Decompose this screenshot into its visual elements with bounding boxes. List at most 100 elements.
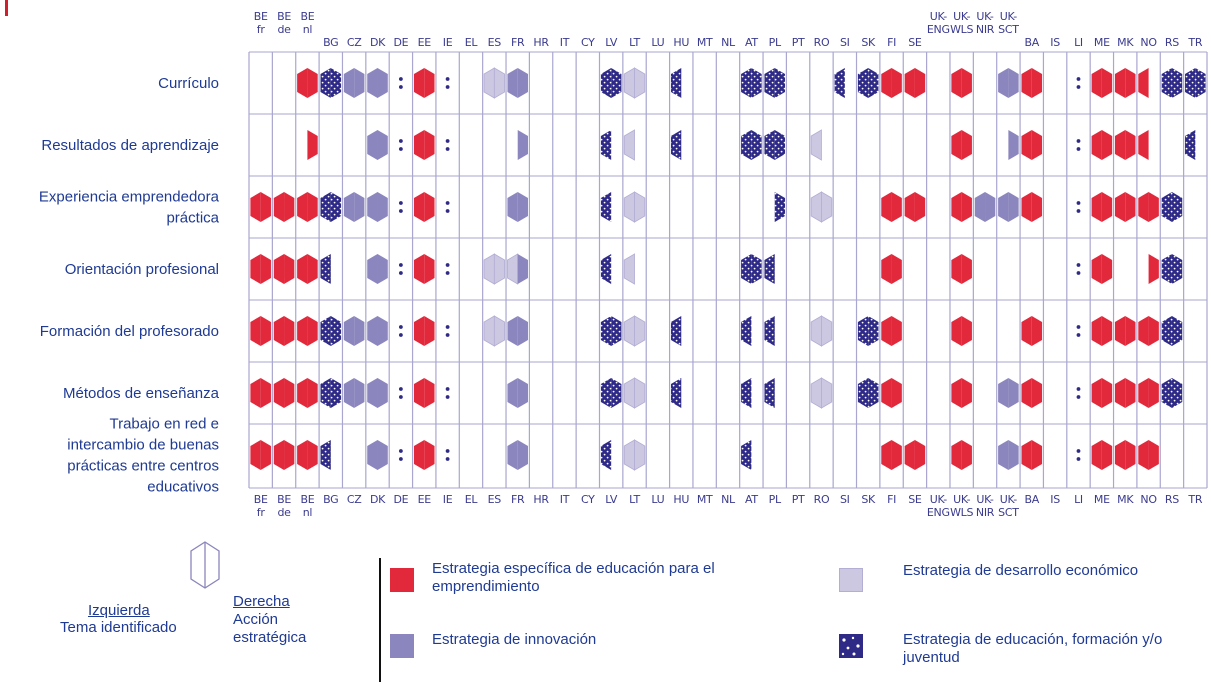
cell-mark-right bbox=[961, 68, 972, 98]
column-label-bottom: nl bbox=[303, 506, 313, 519]
not-applicable-dot bbox=[445, 333, 450, 337]
legend-divider bbox=[379, 558, 381, 682]
cell-mark-left bbox=[764, 316, 775, 346]
cell-mark-right bbox=[634, 439, 646, 471]
column-label-bottom: SE bbox=[908, 493, 922, 506]
cell-mark-left bbox=[367, 440, 378, 470]
cell-mark-right bbox=[1008, 378, 1019, 408]
cell-mark-left bbox=[810, 129, 822, 161]
cell-mark-right bbox=[307, 440, 318, 470]
column-label-top: LI bbox=[1074, 36, 1083, 49]
cell-mark-right bbox=[307, 130, 318, 160]
cell-mark-left bbox=[670, 130, 682, 160]
cell-mark-right bbox=[260, 254, 271, 284]
cell-mark-right bbox=[354, 316, 365, 346]
grid-lines bbox=[248, 51, 1208, 489]
cell-mark-right bbox=[493, 253, 506, 285]
cell-mark-right bbox=[517, 192, 528, 222]
column-label-top: DK bbox=[370, 36, 386, 49]
not-applicable-dot bbox=[445, 457, 450, 461]
cell-mark-right bbox=[307, 192, 318, 222]
not-applicable-dot bbox=[445, 147, 450, 151]
education-strategy-swatch bbox=[839, 634, 863, 658]
column-label-top: MK bbox=[1117, 36, 1134, 49]
column-label-bottom: TR bbox=[1187, 493, 1202, 506]
not-applicable-dot bbox=[398, 271, 403, 275]
column-label-bottom: MK bbox=[1117, 493, 1134, 506]
economic-strategy-swatch bbox=[839, 568, 863, 592]
column-label-bottom: BE bbox=[277, 493, 291, 506]
cell-mark-right bbox=[517, 378, 528, 408]
cell-mark-left bbox=[951, 378, 962, 408]
row-label: Trabajo en red e bbox=[109, 416, 219, 433]
cell-mark-right bbox=[493, 67, 506, 99]
cell-mark-right bbox=[1101, 316, 1113, 346]
cell-mark-left bbox=[1021, 440, 1032, 470]
cell-mark-left bbox=[1114, 68, 1126, 98]
cell-mark-left bbox=[1091, 378, 1102, 408]
not-applicable-dot bbox=[398, 333, 403, 337]
column-label-bottom: LV bbox=[605, 493, 618, 506]
cell-mark-left bbox=[857, 316, 869, 346]
cell-mark-right bbox=[961, 130, 972, 160]
column-label-bottom: de bbox=[277, 506, 291, 519]
not-applicable-dot bbox=[1076, 449, 1081, 453]
cell-mark-left bbox=[1091, 68, 1102, 98]
cell-mark-left bbox=[904, 192, 915, 222]
cell-mark-left bbox=[1021, 316, 1032, 346]
cell-mark-left bbox=[413, 130, 425, 160]
cell-mark-left bbox=[483, 315, 495, 347]
cell-mark-left bbox=[670, 378, 682, 408]
cell-mark-right bbox=[517, 316, 528, 346]
cell-mark-left bbox=[413, 440, 425, 470]
cell-mark-left bbox=[483, 67, 495, 99]
column-label-bottom: BE bbox=[300, 493, 314, 506]
cell-mark-left bbox=[600, 254, 612, 284]
cell-mark-right bbox=[307, 316, 318, 346]
row-label: prácticas entre centros bbox=[67, 458, 219, 475]
cell-mark-left bbox=[273, 254, 285, 284]
cell-mark-right bbox=[517, 130, 528, 160]
axis-labels: Currículo Resultados de aprendizaje Experi… bbox=[39, 10, 1203, 519]
economic-strategy-label: Estrategia de desarrollo económico bbox=[903, 562, 1139, 579]
cell-mark-left bbox=[1021, 68, 1032, 98]
cell-mark-left bbox=[951, 254, 962, 284]
cell-mark-right bbox=[424, 130, 435, 160]
column-label-top: PL bbox=[769, 36, 782, 49]
cell-mark-left bbox=[297, 192, 308, 222]
column-label-bottom: SI bbox=[840, 493, 850, 506]
not-applicable-dot bbox=[1076, 395, 1081, 399]
column-label-top: HR bbox=[533, 36, 549, 49]
column-label-top: RS bbox=[1165, 36, 1179, 49]
column-label-top: BE bbox=[254, 10, 268, 23]
column-label-bottom: DE bbox=[393, 493, 408, 506]
cell-mark-right bbox=[260, 316, 271, 346]
cell-mark-right bbox=[330, 68, 342, 98]
cell-mark-left bbox=[367, 192, 378, 222]
cell-mark-right bbox=[260, 378, 271, 408]
column-label-top: HU bbox=[673, 36, 689, 49]
cell-mark-right bbox=[751, 254, 762, 284]
cell-mark-left bbox=[413, 68, 425, 98]
cell-mark-left bbox=[998, 68, 1009, 98]
column-label-bottom: IT bbox=[560, 493, 570, 506]
cell-mark-right bbox=[377, 68, 388, 98]
cell-mark-right bbox=[377, 192, 388, 222]
column-label-top: FI bbox=[887, 36, 896, 49]
cell-mark-left bbox=[297, 254, 308, 284]
cell-mark-right bbox=[424, 316, 435, 346]
cell-mark-left bbox=[764, 68, 775, 98]
row-label: Métodos de enseñanza bbox=[63, 385, 220, 402]
cell-mark-left bbox=[320, 378, 331, 408]
not-applicable-dot bbox=[1076, 139, 1081, 143]
cell-mark-left bbox=[857, 68, 869, 98]
cell-mark-right bbox=[961, 378, 972, 408]
cell-mark-left bbox=[1021, 192, 1032, 222]
cell-mark-right bbox=[1101, 68, 1113, 98]
cell-mark-right bbox=[891, 316, 902, 346]
not-applicable-dot bbox=[445, 271, 450, 275]
cell-mark-right bbox=[284, 316, 295, 346]
cell-mark-right bbox=[821, 315, 833, 347]
cell-mark-left bbox=[623, 253, 635, 285]
cell-mark-left bbox=[881, 440, 892, 470]
